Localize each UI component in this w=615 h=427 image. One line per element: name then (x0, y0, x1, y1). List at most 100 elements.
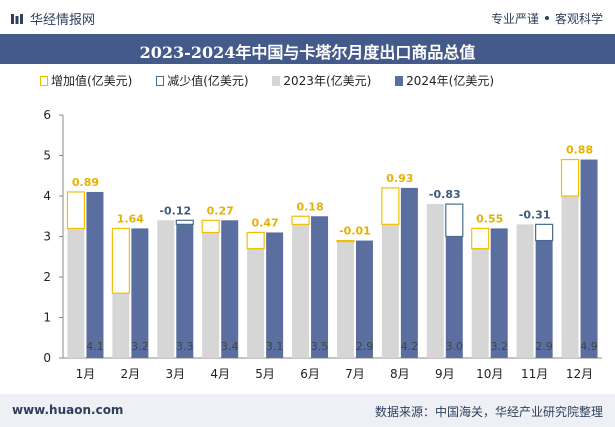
legend-label-2024: 2024年(亿美元) (406, 74, 495, 88)
bar-2024 (176, 224, 194, 358)
bar-2023 (561, 196, 579, 358)
increase-box (381, 187, 400, 225)
x-tick-label: 1月 (76, 367, 96, 381)
y-tick-label: 6 (43, 108, 51, 122)
value-label-2024: 2.9 (356, 340, 374, 353)
top-bar: 华经情报网 专业严谨 客观科学 (0, 0, 615, 34)
y-tick-label: 3 (43, 230, 51, 244)
value-label-2024: 4.2 (401, 340, 419, 353)
value-label-2024: 3.2 (490, 340, 508, 353)
legend-item-2023: 2023年(亿美元) (272, 72, 371, 89)
x-tick-label: 4月 (210, 367, 230, 381)
legend-label-increase: 增加值(亿美元) (51, 74, 133, 88)
x-tick-label: 12月 (566, 367, 593, 381)
value-label-2024: 3.2 (131, 340, 149, 353)
bar-2023 (202, 232, 220, 358)
bar-2023 (157, 220, 175, 358)
bar-2023 (471, 248, 489, 358)
legend-swatch-increase (40, 76, 48, 86)
change-label: 0.89 (72, 176, 99, 189)
footer-url-link[interactable]: www.huaon.com (12, 403, 124, 417)
increase-box (66, 191, 86, 229)
bar-2024 (580, 159, 598, 358)
bar-2024 (86, 191, 104, 358)
x-tick-label: 11月 (521, 367, 548, 381)
decrease-box (535, 223, 554, 242)
bar-2024 (400, 187, 418, 358)
x-tick-label: 5月 (255, 367, 275, 381)
bar-2023 (67, 228, 85, 358)
value-label-2024: 3.3 (176, 340, 194, 353)
bar-2024 (445, 236, 463, 358)
increase-box (246, 231, 265, 250)
increase-box (560, 158, 580, 197)
x-tick-label: 9月 (435, 367, 455, 381)
y-tick-label: 4 (43, 189, 51, 203)
legend-label-2023: 2023年(亿美元) (283, 74, 372, 88)
value-label-2024: 4.1 (86, 340, 104, 353)
legend-item-increase: 增加值(亿美元) (40, 72, 132, 89)
value-label-2024: 3.4 (221, 340, 239, 353)
x-tick-label: 10月 (476, 367, 503, 381)
brand-logo-icon (11, 14, 23, 24)
decrease-box (175, 219, 194, 225)
tagline-right: 客观科学 (554, 12, 603, 26)
legend-item-2024: 2024年(亿美元) (395, 72, 494, 89)
change-label: 0.93 (386, 172, 413, 185)
decrease-box (445, 203, 464, 238)
legend-swatch-2024 (395, 76, 404, 86)
bar-2023 (516, 224, 534, 358)
change-label: 1.64 (117, 212, 144, 225)
y-tick-label: 2 (43, 270, 51, 284)
increase-box (471, 227, 490, 250)
bar-2024 (266, 232, 284, 358)
chart-legend: 增加值(亿美元) 减少值(亿美元) 2023年(亿美元) 2024年(亿美元) (40, 72, 514, 94)
legend-label-decrease: 减少值(亿美元) (167, 74, 249, 88)
y-tick-label: 5 (43, 149, 51, 163)
change-label: 0.55 (476, 212, 503, 225)
bar-2023 (381, 224, 399, 358)
increase-box (111, 227, 130, 294)
increase-box (291, 215, 310, 225)
bar-chart: 0 1 2 3 4 5 6 0.89 4.1 1月 1.64 3.2 2月 -0.12 3.3 3月 0.27 3… (43, 108, 602, 381)
bar-2023 (336, 240, 354, 358)
bar-2024 (311, 216, 329, 358)
x-tick-label: 8月 (390, 367, 410, 381)
y-tick-label: 1 (43, 311, 51, 325)
separator-dot-icon (544, 16, 549, 20)
value-label-2024: 3.5 (311, 340, 329, 353)
change-label: -0.31 (519, 208, 551, 221)
legend-item-decrease: 减少值(亿美元) (156, 72, 249, 89)
x-tick-label: 3月 (165, 367, 185, 381)
change-label: -0.83 (429, 188, 461, 201)
increase-box (201, 219, 220, 234)
legend-swatch-2023 (272, 76, 281, 86)
bar-2023 (292, 224, 310, 358)
change-label: -0.12 (159, 204, 191, 217)
footer: www.huaon.com 数据来源：中国海关，华经产业研究院整理 (0, 394, 615, 427)
brand[interactable]: 华经情报网 (10, 9, 95, 28)
change-label: 0.27 (207, 204, 234, 217)
tagline: 专业严谨 客观科学 (491, 10, 603, 27)
bar-2024 (355, 240, 373, 358)
change-label: 0.88 (566, 144, 593, 157)
brand-name: 华经情报网 (30, 13, 96, 28)
bar-2023 (112, 293, 130, 358)
footer-source: 数据来源：中国海关，华经产业研究院整理 (374, 405, 603, 419)
change-label: 0.47 (252, 216, 279, 229)
value-label-2024: 3.0 (446, 340, 464, 353)
x-tick-label: 7月 (345, 367, 365, 381)
value-label-2024: 3.1 (266, 340, 284, 353)
bar-2024 (131, 228, 149, 358)
legend-swatch-decrease (156, 76, 165, 86)
bar-2023 (247, 248, 265, 358)
bar-2024 (221, 220, 239, 358)
value-label-2024: 2.9 (535, 340, 553, 353)
x-tick-label: 2月 (121, 367, 141, 381)
value-label-2024: 4.9 (580, 340, 598, 353)
tagline-left: 专业严谨 (490, 12, 539, 26)
chart-title: 2023-2024年中国与卡塔尔月度出口商品总值 (139, 43, 476, 62)
y-tick-label: 0 (43, 351, 51, 365)
bar-2024 (535, 240, 553, 358)
